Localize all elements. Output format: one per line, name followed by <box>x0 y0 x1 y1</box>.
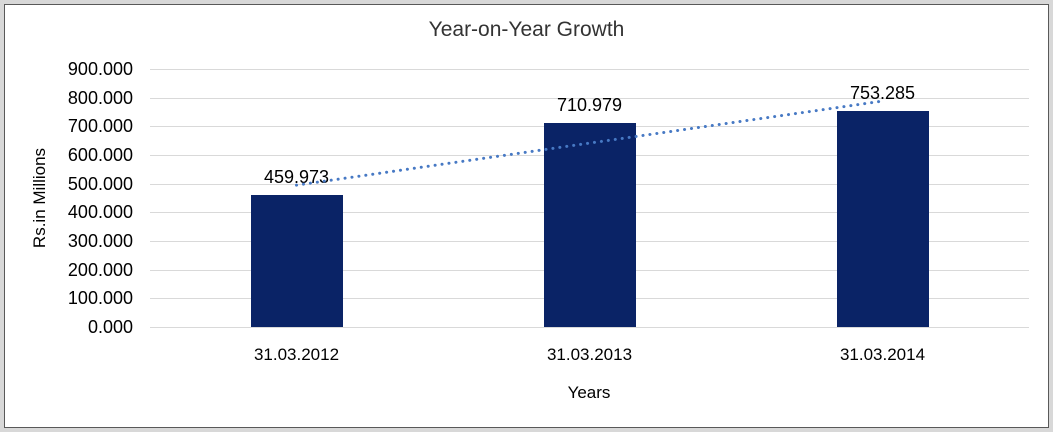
y-tick-label: 800.000 <box>67 87 133 108</box>
bar-value-label: 710.979 <box>556 95 623 116</box>
y-tick-label: 0.000 <box>87 317 133 337</box>
y-tick-label: 900.000 <box>67 59 133 79</box>
gridline <box>150 327 1029 328</box>
bar-value-label: 459.973 <box>263 167 330 188</box>
bar <box>250 195 343 327</box>
gridline <box>150 97 1029 99</box>
y-tick-label: 200.000 <box>67 259 133 280</box>
x-category-label: 31.03.2012 <box>253 345 340 364</box>
y-tick-label: 500.000 <box>67 173 133 194</box>
bar <box>836 111 929 327</box>
x-axis-title: Years <box>567 383 611 402</box>
y-tick-label: 700.000 <box>67 116 133 137</box>
y-tick-label: 600.000 <box>67 145 133 165</box>
y-tick-label: 100.000 <box>67 288 133 309</box>
gridline <box>150 69 1029 70</box>
chart-title: Year-on-Year Growth <box>428 18 625 41</box>
y-tick-label: 400.000 <box>67 202 133 223</box>
bar-value-label: 753.285 <box>849 83 916 104</box>
x-category-label: 31.03.2014 <box>839 345 926 364</box>
bar <box>543 123 636 327</box>
x-category-label: 31.03.2013 <box>546 345 633 364</box>
y-tick-label: 300.000 <box>67 231 133 251</box>
